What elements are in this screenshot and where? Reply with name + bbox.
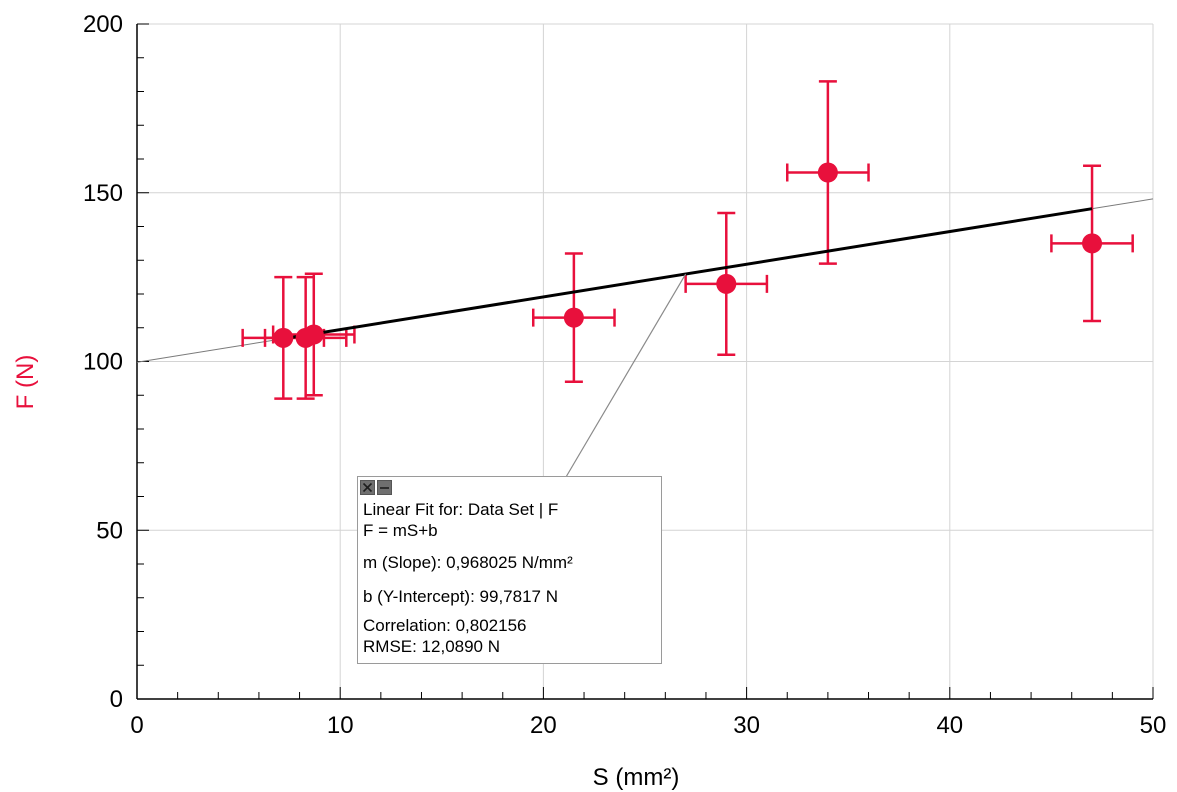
- y-tick-label: 150: [83, 180, 123, 207]
- data-point: [563, 307, 584, 328]
- fit-slope: m (Slope): 0,968025 N/mm²: [363, 553, 573, 572]
- fit-line: [283, 207, 1093, 341]
- error-bars: [241, 80, 1134, 400]
- data-point: [273, 327, 294, 348]
- y-tick-label: 200: [83, 11, 123, 38]
- y-tick-label: 50: [96, 517, 123, 544]
- x-tick-label: 40: [936, 712, 963, 739]
- fit-box-leader-line: [565, 273, 687, 478]
- data-points: [273, 162, 1103, 348]
- close-icon[interactable]: [360, 480, 375, 495]
- data-point: [303, 324, 324, 345]
- y-tick-label: 100: [83, 349, 123, 376]
- axes: [136, 24, 1153, 700]
- x-tick-label: 0: [130, 712, 143, 739]
- fit-line-segment: [283, 207, 1093, 341]
- y-tick-labels: 0 50 100 150 200: [83, 11, 123, 713]
- x-tick-label: 10: [327, 712, 354, 739]
- fit-rmse: RMSE: 12,0890 N: [363, 637, 501, 656]
- x-tick-label: 50: [1140, 712, 1167, 739]
- linear-fit-box[interactable]: Linear Fit for: Data Set | F F = mS+b m …: [357, 476, 662, 664]
- y-axis-title: F (N): [12, 355, 39, 410]
- fit-intercept: b (Y-Intercept): 99,7817 N: [363, 587, 558, 606]
- x-axis-title: S (mm²): [593, 764, 680, 791]
- data-point: [1082, 233, 1103, 254]
- fit-correlation: Correlation: 0,802156: [363, 616, 527, 635]
- x-tick-labels: 0 10 20 30 40 50: [130, 712, 1166, 739]
- minor-ticks: [136, 23, 1154, 700]
- data-point: [716, 273, 737, 294]
- data-point: [817, 162, 838, 183]
- y-tick-label: 0: [110, 686, 123, 713]
- fit-title: Linear Fit for: Data Set | F: [363, 500, 559, 519]
- minimize-icon[interactable]: [377, 480, 392, 495]
- x-tick-label: 30: [733, 712, 760, 739]
- fit-equation: F = mS+b: [363, 521, 438, 540]
- x-tick-label: 20: [530, 712, 557, 739]
